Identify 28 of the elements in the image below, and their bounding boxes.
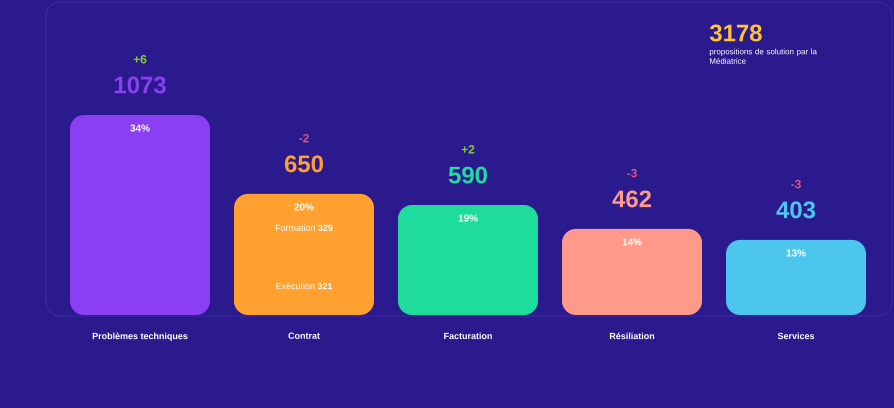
data-label: 403 [776, 201, 816, 218]
data-label: 462 [612, 190, 651, 208]
data-label: 590 [448, 166, 487, 184]
annotation: Formation 329 [276, 224, 333, 232]
data-label: 1073 [114, 76, 166, 94]
text: +6 [134, 55, 146, 64]
bar [726, 240, 866, 315]
bar [234, 194, 374, 315]
annotation: -3 [791, 180, 801, 188]
bar [70, 114, 210, 315]
text: 3178 [710, 24, 762, 42]
annotation: +2 [462, 145, 474, 154]
annotation: Exécution 321 [276, 282, 332, 290]
annotation: -3 [627, 168, 637, 178]
annotation: 13% [786, 249, 806, 256]
x-tick-label: Résiliation [610, 332, 654, 340]
data-label: 650 [284, 155, 323, 172]
annotation: 19% [458, 214, 478, 222]
x-tick-label: Facturation [444, 332, 492, 340]
annotation: 34% [130, 124, 150, 132]
annotation: 14% [622, 238, 642, 246]
bar [398, 205, 538, 315]
annotation: -2 [299, 134, 309, 142]
x-tick-label: Problèmes techniques [92, 332, 188, 341]
bar [562, 228, 702, 315]
x-tick-label: Services [778, 332, 814, 340]
x-tick-label: Contrat [288, 332, 320, 339]
annotation: 20% [294, 203, 314, 210]
